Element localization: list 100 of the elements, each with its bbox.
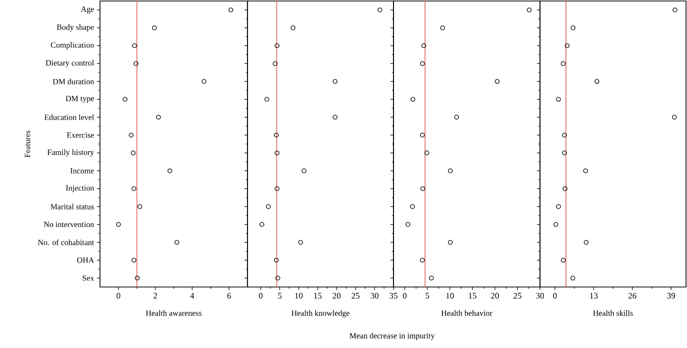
y-tick-label: Sex	[82, 275, 94, 281]
point	[584, 240, 589, 245]
point	[260, 222, 264, 227]
point	[556, 204, 561, 209]
point	[420, 258, 425, 263]
point	[421, 43, 426, 48]
point	[406, 222, 410, 227]
point	[332, 114, 338, 120]
point	[264, 96, 270, 102]
point	[560, 61, 566, 66]
point	[202, 79, 206, 84]
point	[420, 132, 425, 138]
point	[378, 8, 382, 12]
point	[410, 204, 415, 209]
x-tick-label: 35	[390, 292, 398, 299]
point	[332, 79, 338, 84]
point	[302, 168, 306, 174]
x-tick-label: 39	[667, 292, 676, 299]
point	[228, 8, 234, 12]
point	[152, 25, 157, 30]
point	[494, 79, 500, 84]
point	[272, 61, 278, 66]
y-tick-label: Dietary control	[46, 60, 94, 68]
point	[274, 186, 280, 192]
y-tick-label: Complication	[50, 42, 94, 50]
point	[454, 114, 459, 120]
x-tick-label: 20	[332, 292, 341, 299]
x-tick-label: 25	[352, 292, 360, 299]
y-tick-label: DM type	[66, 96, 94, 103]
x-tick-label: 10	[295, 292, 303, 299]
point	[420, 186, 426, 192]
point	[156, 114, 161, 120]
y-tick-label: Injection	[66, 185, 94, 192]
point	[570, 25, 576, 30]
point	[672, 114, 677, 120]
point	[266, 204, 271, 209]
y-tick-label: No intervention	[44, 222, 94, 228]
x-tick-label: 0	[402, 292, 407, 299]
x-tick-label: 4	[190, 292, 194, 298]
x-tick-label: 5	[426, 292, 430, 299]
point	[448, 168, 453, 174]
point	[134, 276, 140, 280]
y-tick-label: DM duration	[52, 78, 94, 84]
x-tick-label: 30	[370, 292, 378, 299]
point	[526, 8, 532, 12]
point	[274, 43, 280, 48]
y-tick-label: Body shape	[56, 24, 94, 32]
point	[553, 222, 558, 227]
point	[132, 186, 136, 192]
x-tick-label: 25	[514, 292, 522, 299]
x-tick-label: 0	[258, 292, 263, 299]
text: Mean decrease in impurity	[350, 332, 435, 340]
point	[290, 25, 296, 30]
y-tick-label: Age	[80, 6, 94, 14]
point	[130, 150, 136, 156]
x-tick-label: 2	[154, 292, 157, 298]
point	[562, 132, 567, 138]
x-axis-title: Health behavior	[441, 310, 492, 316]
point	[570, 276, 576, 280]
point	[134, 61, 138, 66]
point	[583, 168, 588, 174]
x-tick-label: 6	[227, 292, 231, 299]
point	[429, 276, 434, 280]
point	[274, 150, 280, 156]
y-tick-label: Family history	[47, 149, 94, 157]
point	[448, 240, 453, 245]
x-tick-label: 30	[536, 292, 544, 299]
x-axis-title: Health knowledge	[292, 310, 350, 318]
x-tick-label: 10	[446, 292, 454, 299]
y-tick-label: Exercise	[66, 132, 94, 138]
x-tick-label: 5	[278, 292, 282, 299]
point	[275, 276, 280, 280]
x-axis-title: Health awareness	[146, 310, 202, 316]
point	[274, 258, 279, 263]
point	[122, 96, 128, 102]
point	[424, 150, 430, 156]
x-tick-label: 0	[116, 292, 120, 299]
point	[562, 186, 568, 192]
point	[168, 168, 172, 174]
point	[274, 132, 279, 138]
x-tick-label: 26	[628, 292, 636, 299]
point	[420, 61, 425, 66]
y-tick-label: Marital status	[50, 204, 94, 210]
point	[174, 240, 180, 245]
point	[672, 8, 678, 12]
point	[132, 258, 136, 263]
point	[564, 43, 570, 48]
point	[562, 150, 567, 156]
x-tick-label: 15	[314, 292, 322, 299]
point	[137, 204, 142, 209]
y-axis-title: Features	[24, 130, 30, 158]
point	[410, 96, 416, 102]
x-tick-label: 20	[491, 292, 499, 299]
y-tick-label: Income	[70, 168, 94, 174]
point	[440, 25, 445, 30]
point	[594, 79, 600, 84]
x-axis-title: Health skills	[593, 310, 633, 316]
x-tick-label: 13	[590, 292, 598, 299]
y-tick-label: No. of cohabitant	[38, 239, 94, 246]
y-tick-label: Education level	[44, 114, 94, 120]
